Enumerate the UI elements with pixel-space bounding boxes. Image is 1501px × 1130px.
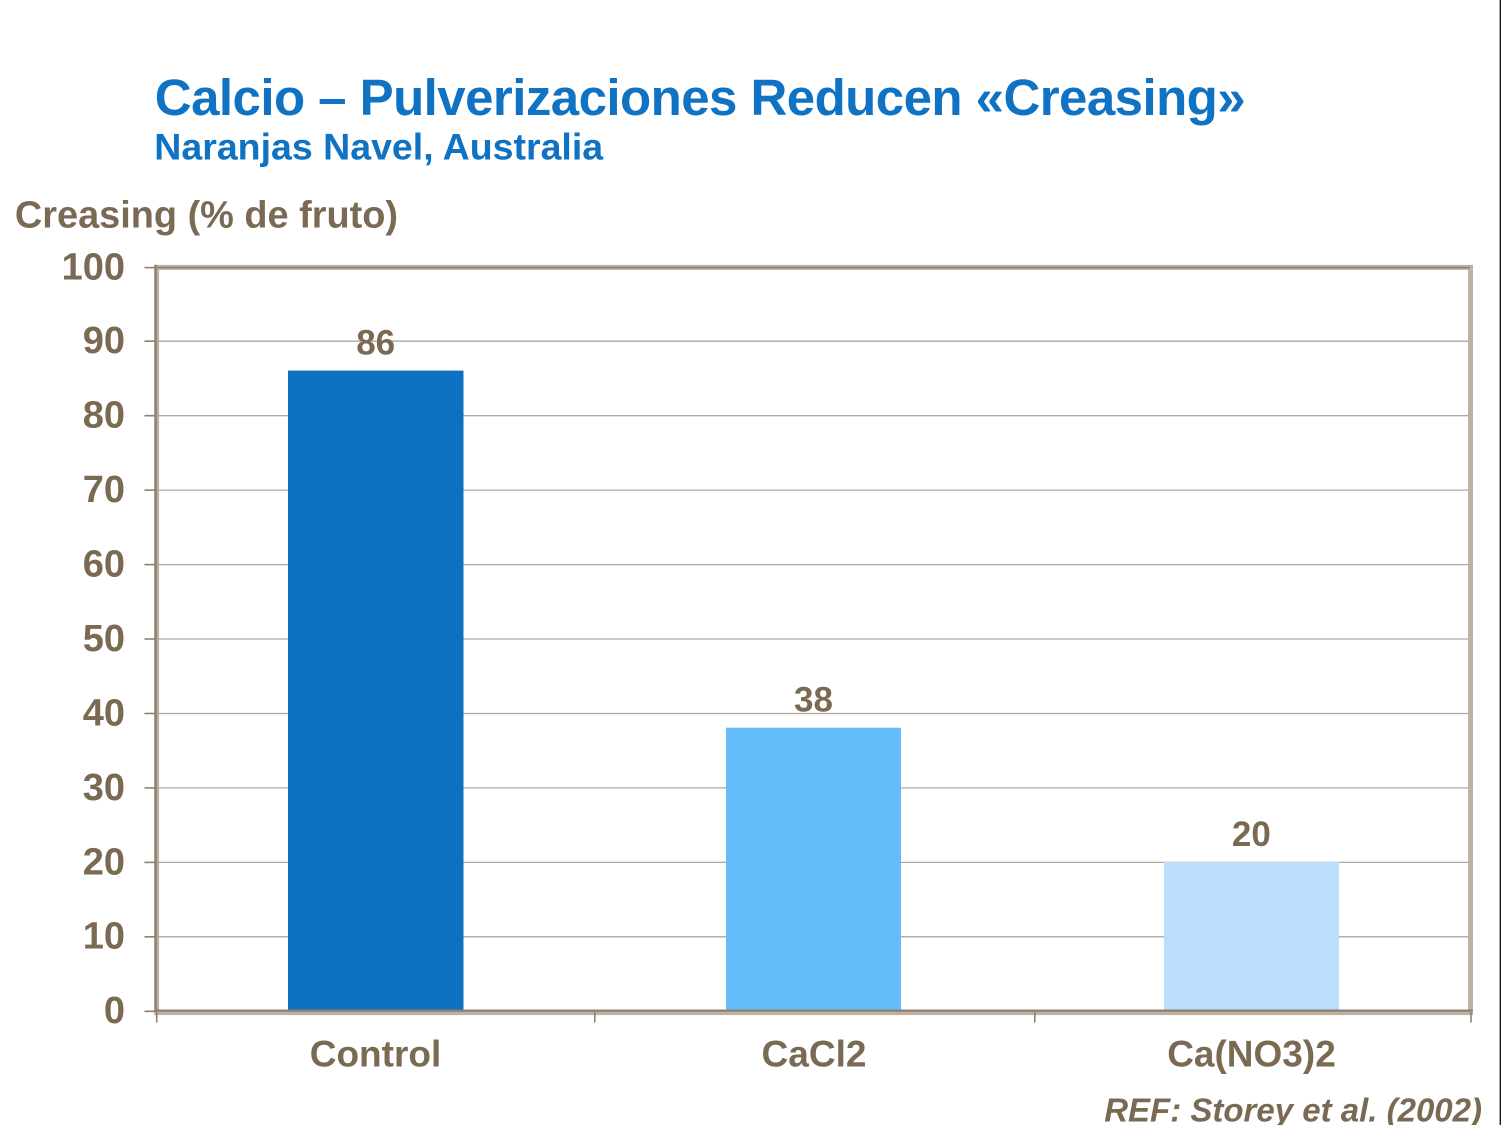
svg-text:30: 30	[83, 767, 125, 809]
svg-text:Creasing (% de fruto): Creasing (% de fruto)	[15, 194, 398, 236]
svg-text:REF: Storey et al. (2002): REF: Storey et al. (2002)	[1104, 1092, 1482, 1126]
svg-text:60: 60	[83, 544, 125, 586]
svg-text:38: 38	[794, 681, 833, 720]
svg-text:50: 50	[83, 618, 125, 660]
svg-text:0: 0	[104, 990, 125, 1032]
svg-text:100: 100	[62, 247, 125, 289]
svg-text:CaCl2: CaCl2	[762, 1033, 867, 1074]
svg-text:Naranjas Navel, Australia: Naranjas Navel, Australia	[154, 125, 604, 167]
svg-text:Control: Control	[310, 1033, 442, 1074]
svg-text:20: 20	[1232, 815, 1271, 854]
svg-text:20: 20	[83, 841, 125, 883]
svg-text:70: 70	[83, 469, 125, 511]
svg-text:80: 80	[83, 395, 125, 437]
svg-text:10: 10	[83, 916, 125, 958]
svg-text:Calcio – Pulverizaciones Reduc: Calcio – Pulverizaciones Reducen «Creasi…	[155, 69, 1245, 126]
svg-text:90: 90	[83, 320, 125, 362]
svg-text:Ca(NO3)2: Ca(NO3)2	[1167, 1033, 1336, 1074]
svg-text:86: 86	[356, 324, 395, 363]
svg-text:40: 40	[83, 692, 125, 734]
